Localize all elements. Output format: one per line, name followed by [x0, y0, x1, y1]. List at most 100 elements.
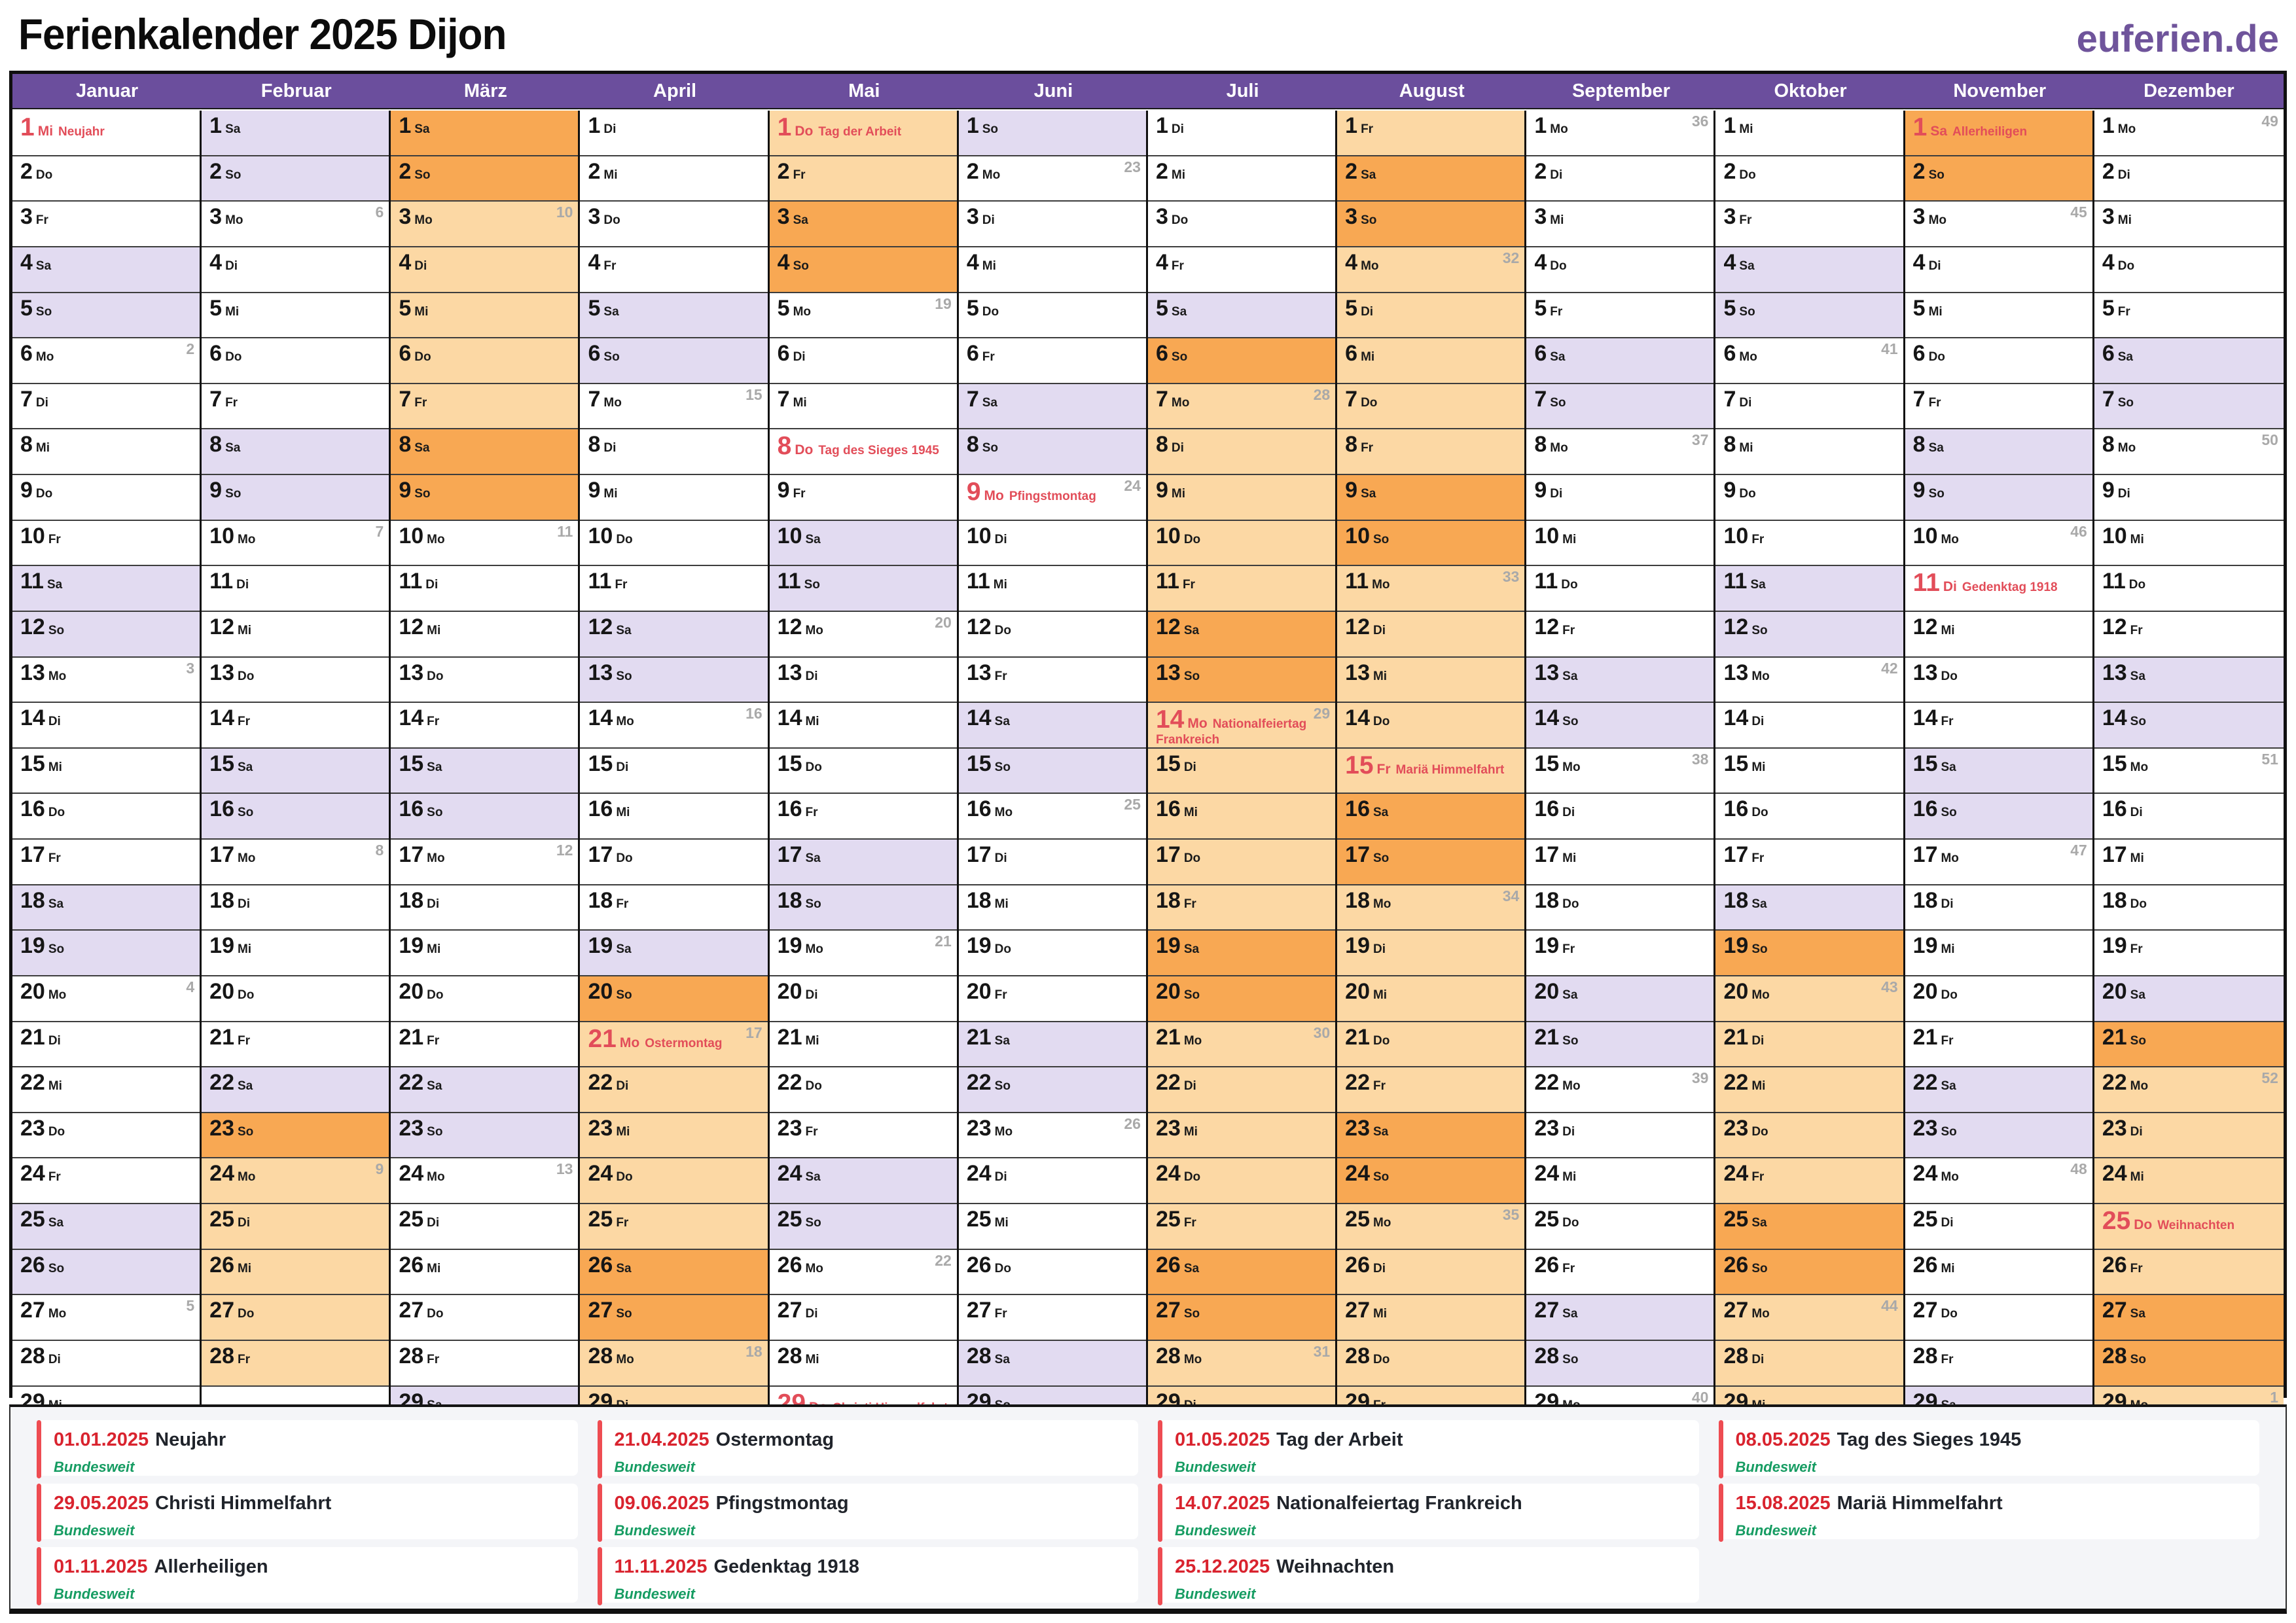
weekday-label: Do — [414, 350, 431, 365]
weekday-label: Di — [1550, 487, 1563, 501]
legend-date: 14.07.2025 — [1175, 1493, 1270, 1514]
day-number: 15 — [1534, 751, 1560, 776]
day-number: 17 — [1155, 842, 1181, 867]
day-cell: 5 Do — [958, 293, 1146, 339]
week-number: 21 — [935, 933, 952, 950]
day-cell: 24 Do — [1147, 1158, 1336, 1204]
day-cell: 1 Di — [580, 111, 768, 156]
weekday-label: Di — [1550, 168, 1563, 182]
day-number: 28 — [966, 1343, 992, 1368]
legend-holiday-name: Allerheiligen — [154, 1556, 268, 1577]
weekday-label: Sa — [237, 1079, 253, 1094]
day-cell: 26 Fr — [1526, 1249, 1714, 1296]
day-number: 10 — [1345, 523, 1370, 548]
day-cell: 3 Sa — [769, 202, 957, 247]
day-cell: 23 2 Mo — [958, 156, 1146, 202]
day-number: 7 — [399, 386, 412, 412]
day-number: 15 — [399, 751, 424, 776]
day-cell: 18 Do — [2094, 885, 2284, 931]
day-cell: 31 28 Mo — [1147, 1340, 1336, 1387]
day-cell: 2 So — [202, 156, 389, 202]
day-number: 11 — [209, 569, 234, 594]
weekday-label: Di — [616, 1079, 629, 1094]
day-number: 6 — [399, 341, 412, 366]
weekday-label: So — [793, 259, 809, 273]
weekday-label: Do — [805, 1079, 822, 1094]
day-number: 27 — [1723, 1298, 1749, 1323]
weekday-label: Mo — [994, 1124, 1013, 1139]
weekday-label: Mi — [48, 760, 62, 774]
weekday-label: Mo — [427, 532, 445, 546]
day-number: 12 — [777, 614, 802, 639]
legend-entry: 14.07.2025 Nationalfeiertag Frankreich Bun… — [1158, 1484, 1699, 1542]
day-number: 14 — [1723, 705, 1749, 731]
weekday-label: Sa — [2130, 988, 2145, 1002]
weekday-label: So — [1372, 851, 1390, 865]
day-number: 3 — [20, 204, 33, 230]
day-number: 5 — [777, 295, 790, 321]
weekday-label: Do — [427, 1307, 444, 1321]
weekday-label: So — [2130, 715, 2146, 729]
day-number: 4 — [588, 249, 601, 275]
weekday-label: Mi — [427, 942, 441, 957]
week-number: 45 — [2070, 204, 2087, 221]
weekday-label: Mi — [616, 806, 630, 820]
day-cell: 18 Di — [391, 885, 579, 931]
day-number: 24 — [966, 1161, 992, 1186]
day-cell: 12 Fr — [1526, 611, 1714, 658]
weekday-label: Fr — [2130, 1261, 2143, 1275]
month-header: Februar — [260, 80, 332, 101]
weekday-label: Sa — [2117, 350, 2133, 365]
day-number: 22 — [399, 1070, 424, 1096]
day-cell: 18 28 Mo — [580, 1340, 768, 1387]
weekday-label: Sa — [1183, 623, 1200, 637]
day-cell: 15 Di — [1147, 748, 1336, 794]
weekday-label: Di — [793, 350, 806, 365]
weekday-label: Mi — [1171, 168, 1186, 182]
day-cell: 23 Mi — [1147, 1113, 1336, 1159]
day-number: 23 — [209, 1115, 234, 1141]
site-logo-link[interactable]: euferien.de — [2076, 18, 2279, 60]
day-number: 5 — [209, 295, 223, 321]
weekday-label: So — [1183, 669, 1200, 683]
day-number: 4 — [966, 249, 979, 275]
day-cell: 21 Fr — [391, 1022, 579, 1068]
day-cell: 26 So — [12, 1249, 200, 1296]
weekday-label: Di — [48, 715, 61, 729]
month-header: November — [1953, 80, 2047, 101]
weekday-label: Mo — [1751, 669, 1770, 683]
day-cell: 14 Fr — [1905, 703, 2092, 749]
day-number: 25 — [1155, 1207, 1181, 1232]
day-cell: 17 Mi — [1526, 840, 1714, 885]
day-cell: 6 Do — [1905, 338, 2092, 384]
holiday-label: Allerheiligen — [1952, 125, 2028, 139]
day-cell: 25 Do Weihnachten — [2094, 1204, 2284, 1250]
weekday-label: Sa — [1361, 487, 1376, 501]
weekday-label: Di — [1739, 395, 1752, 410]
day-number: 26 — [966, 1252, 992, 1277]
weekday-label: Fr — [48, 532, 61, 546]
week-number: 18 — [745, 1342, 762, 1360]
day-number: 9 — [1534, 478, 1547, 503]
weekday-label: Do — [1751, 806, 1768, 820]
day-number: 2 — [588, 158, 601, 184]
day-number: 3 — [777, 204, 790, 230]
day-cell: 25 Do — [1526, 1204, 1714, 1250]
legend-holiday-name: Tag des Sieges 1945 — [1837, 1429, 2022, 1450]
weekday-label: Di — [1943, 579, 1957, 595]
day-cell: 25 Di — [202, 1204, 389, 1250]
day-number: 14 — [399, 705, 424, 731]
day-cell: 5 Mi — [391, 293, 579, 339]
week-number: 23 — [1124, 158, 1141, 175]
day-cell: 34 18 Mo — [1337, 885, 1525, 931]
weekday-label: Sa — [1562, 669, 1578, 683]
day-cell: 9 Do — [12, 475, 200, 521]
day-cell: 21 19 Mo — [769, 931, 957, 976]
day-cell: 9 Di — [2094, 475, 2284, 521]
day-number: 4 — [777, 249, 790, 275]
day-number: 21 — [1912, 1024, 1938, 1050]
weekday-label: Mi — [237, 942, 252, 957]
weekday-label: Fr — [1182, 578, 1195, 592]
weekday-label: Sa — [1183, 942, 1200, 957]
day-number: 10 — [209, 523, 234, 548]
